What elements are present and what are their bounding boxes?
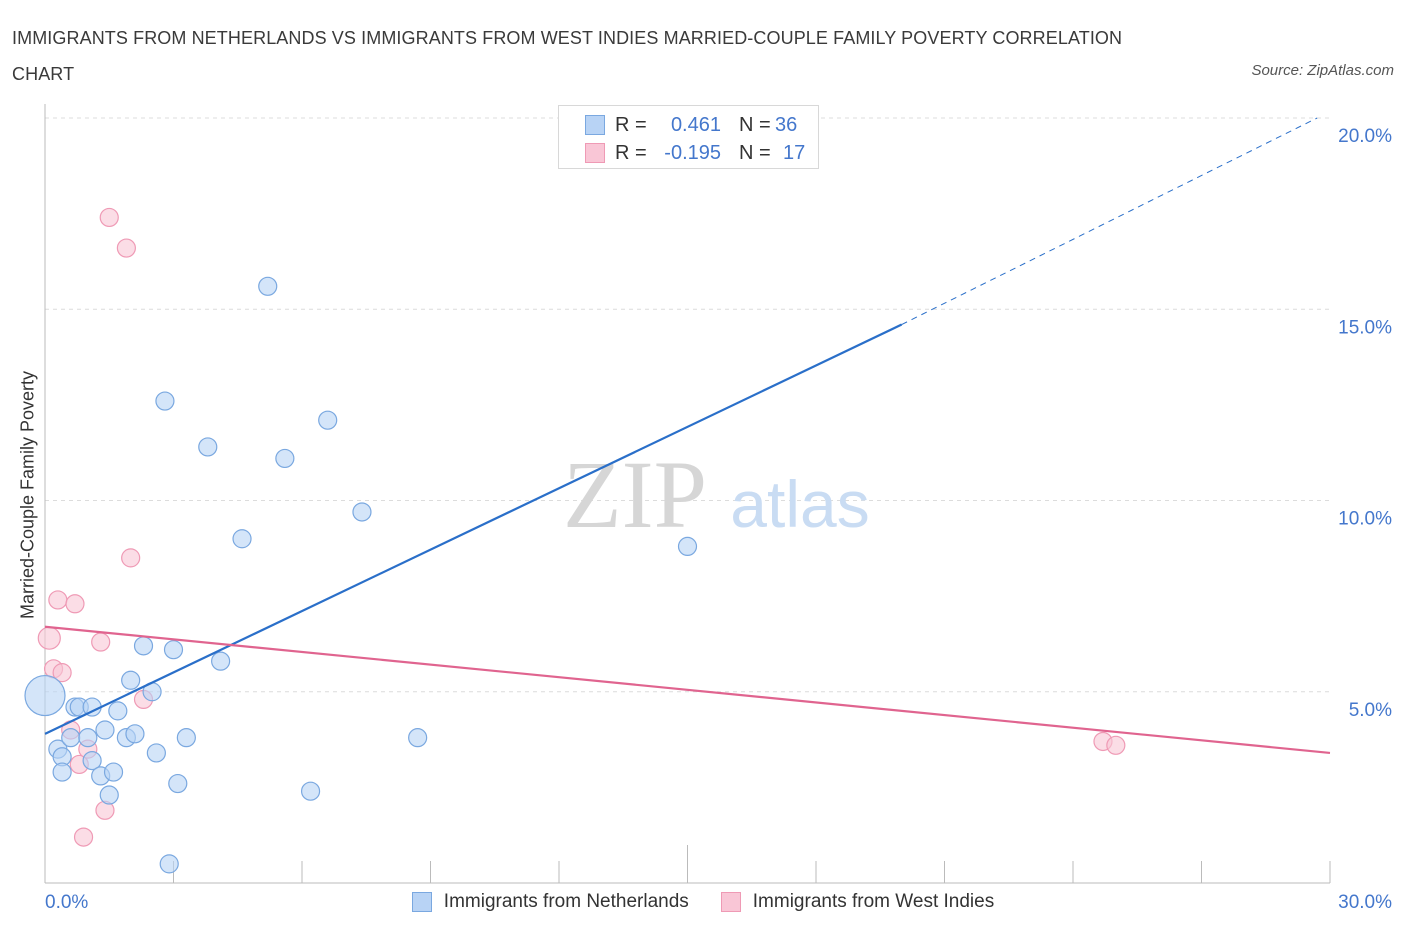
source-label: Source: ZipAtlas.com <box>1251 62 1394 79</box>
watermark-atlas: atlas <box>730 467 869 541</box>
gridlines <box>45 117 1330 693</box>
netherlands-trend-line <box>44 323 903 735</box>
legend-r-label: R = <box>615 113 647 136</box>
netherlands-points <box>24 276 698 874</box>
netherlands-point <box>275 448 295 469</box>
netherlands-trend-extension <box>901 117 1318 325</box>
legend-r-value: -0.195 <box>664 141 721 164</box>
westindies-point <box>52 663 72 683</box>
westindies-point <box>65 594 85 614</box>
x-tick-labels: 0.0% 30.0% <box>45 892 1392 913</box>
legend-r-label: R = <box>615 141 647 164</box>
netherlands-point <box>121 670 141 690</box>
netherlands-point <box>146 743 166 763</box>
westindies-point <box>116 238 136 258</box>
series-legend-westindies[interactable]: Immigrants from West Indies <box>720 891 995 913</box>
netherlands-point <box>95 720 115 740</box>
axes <box>44 104 1331 884</box>
y-axis-label: Married-Couple Family Poverty <box>17 370 38 620</box>
netherlands-point <box>300 781 321 801</box>
legend-swatch-westindies <box>585 143 605 163</box>
netherlands-point <box>159 854 179 874</box>
series-swatch-netherlands <box>411 892 432 912</box>
series-legend-netherlands[interactable]: Immigrants from Netherlands <box>411 891 689 913</box>
legend-r-value: 0.461 <box>670 113 721 136</box>
zipatlas-watermark: ZIP atlas <box>563 441 870 548</box>
series-name-westindies: Immigrants from West Indies <box>752 891 995 912</box>
netherlands-point <box>99 785 119 805</box>
stats-legend: R = 0.461 N = 36 R = -0.195 N = 17 <box>558 105 819 169</box>
netherlands-point <box>198 437 218 457</box>
legend-row-westindies: R = -0.195 N = 17 <box>585 142 805 164</box>
netherlands-point <box>103 762 124 782</box>
y-tick-labels: 5.0% 10.0% 15.0% 20.0% <box>1338 126 1392 721</box>
legend-swatch-netherlands <box>585 115 605 135</box>
netherlands-point <box>677 536 698 557</box>
netherlands-point <box>176 728 196 748</box>
netherlands-point <box>232 529 252 549</box>
netherlands-point <box>24 674 66 717</box>
netherlands-point <box>155 391 175 411</box>
y-tick-label: 5.0% <box>1349 700 1392 721</box>
watermark-zip: ZIP <box>563 441 707 548</box>
y-tick-label: 15.0% <box>1338 317 1392 338</box>
legend-n-label: N = <box>739 113 771 136</box>
westindies-point <box>99 207 119 228</box>
netherlands-point <box>125 724 145 744</box>
series-name-netherlands: Immigrants from Netherlands <box>443 891 689 912</box>
legend-n-value: 36 <box>775 113 798 136</box>
netherlands-point <box>408 728 428 748</box>
legend-n-value: 17 <box>783 141 806 164</box>
netherlands-point <box>108 701 128 721</box>
westindies-point <box>121 548 141 568</box>
westindies-point <box>37 626 61 650</box>
netherlands-point <box>133 636 154 656</box>
legend-n-label: N = <box>739 141 771 164</box>
netherlands-point <box>168 773 188 794</box>
westindies-point <box>91 632 111 652</box>
x-tick-label: 30.0% <box>1338 892 1392 913</box>
legend-row-netherlands: R = 0.461 N = 36 <box>585 114 797 136</box>
netherlands-point <box>211 651 231 671</box>
netherlands-point <box>52 762 72 782</box>
westindies-point <box>1106 735 1126 755</box>
netherlands-point <box>163 640 184 660</box>
westindies-trend-line <box>44 625 1331 755</box>
trend-lines <box>44 117 1331 755</box>
netherlands-point <box>82 750 102 771</box>
y-tick-label: 10.0% <box>1338 509 1392 530</box>
westindies-point <box>73 827 94 847</box>
netherlands-point <box>352 502 372 522</box>
netherlands-point <box>78 728 98 748</box>
netherlands-point <box>258 276 278 296</box>
netherlands-point <box>318 410 338 430</box>
x-tick-label: 0.0% <box>45 892 88 913</box>
westindies-point <box>48 590 68 610</box>
series-swatch-westindies <box>720 892 741 912</box>
netherlands-point <box>61 728 81 748</box>
y-tick-label: 20.0% <box>1338 126 1392 147</box>
series-legend: Immigrants from Netherlands Immigrants f… <box>0 890 1406 914</box>
chart-title: IMMIGRANTS FROM NETHERLANDS VS IMMIGRANT… <box>12 28 1123 84</box>
